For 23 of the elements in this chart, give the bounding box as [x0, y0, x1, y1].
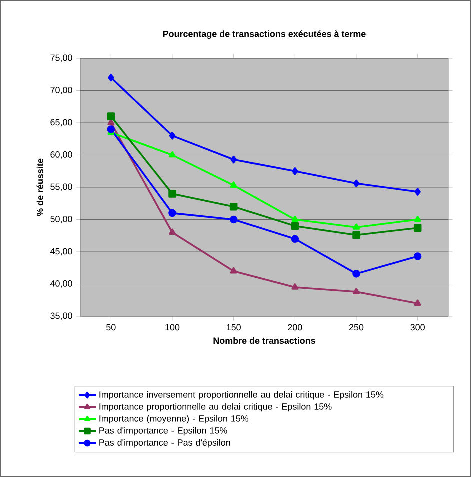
x-tick-label: 250 — [349, 324, 364, 331]
y-tick-label: 75,00 — [50, 54, 72, 62]
x-axis-title: Nombre de transactions — [214, 337, 316, 344]
y-tick-label: 50,00 — [50, 216, 72, 224]
x-tick-label: 200 — [288, 324, 302, 331]
legend-label: Importance (moyenne) - Epsilon 15% — [100, 415, 249, 424]
y-tick-label: 55,00 — [50, 184, 72, 192]
y-tick-label: 70,00 — [50, 87, 72, 94]
y-tick-label: 60,00 — [50, 152, 72, 159]
x-tick-label: 50 — [106, 324, 116, 331]
legend-label: Pas d'importance - Pas d'épsilon — [100, 439, 230, 448]
y-tick-label: 35,00 — [50, 312, 72, 320]
x-tick-label: 100 — [166, 324, 180, 331]
chart-title: Pourcentage de transactions exécutées à terme — [163, 30, 366, 40]
y-tick-label: 40,00 — [50, 280, 72, 288]
legend-label: Importance inversement proportionnelle au delai critique - Epsilon 15% — [100, 391, 384, 400]
y-tick-label: 65,00 — [50, 119, 72, 127]
legend-label: Pas d'importance - Epsilon 15% — [100, 427, 228, 436]
x-tick-label: 300 — [410, 324, 425, 331]
y-axis-title: % de réussite — [36, 158, 44, 216]
legend-label: Importance proportionnelle au delai critique - Epsilon 15% — [100, 403, 332, 412]
x-tick-label: 150 — [227, 324, 241, 331]
y-tick-label: 45,00 — [50, 248, 72, 256]
